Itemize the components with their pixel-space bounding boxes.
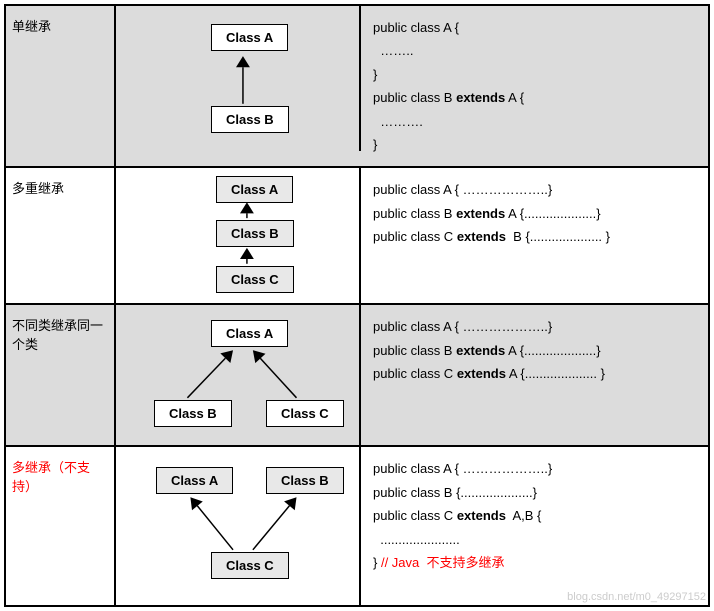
- diagram-cell: Class A Class B: [116, 6, 361, 151]
- code-line: public class C extends A,B {: [373, 504, 696, 527]
- class-box: Class B: [211, 106, 289, 133]
- code-line: public class C extends B {..............…: [373, 225, 696, 248]
- class-box: Class C: [211, 552, 289, 579]
- class-box: Class B: [216, 220, 294, 247]
- code-line: public class B extends A {..............…: [373, 202, 696, 225]
- code-line: public class A { ………………..}: [373, 315, 696, 338]
- code-line: public class B {....................}: [373, 481, 696, 504]
- code-line: public class C extends A {..............…: [373, 362, 696, 385]
- code-cell: public class A { ……..}public class B ext…: [361, 6, 708, 166]
- table-row: 不同类继承同一个类 Class A Class B Class C public cla…: [6, 305, 708, 447]
- code-line: }: [373, 133, 696, 156]
- inheritance-table: 单继承Class AClass Bpublic class A { ……..}p…: [4, 4, 710, 607]
- code-line: ......................: [373, 528, 696, 551]
- class-box: Class A: [156, 467, 233, 494]
- class-box: Class B: [154, 400, 232, 427]
- table-row: 单继承Class AClass Bpublic class A { ……..}p…: [6, 6, 708, 168]
- class-box: Class A: [211, 24, 288, 51]
- diagram-cell: Class A Class B Class C: [116, 305, 361, 445]
- code-line: public class B extends A {: [373, 86, 696, 109]
- code-line: ……….: [373, 110, 696, 133]
- diagram-cell: Class A Class B Class C: [116, 168, 361, 303]
- row-label: 多继承（不支持）: [6, 447, 116, 605]
- class-box: Class C: [266, 400, 344, 427]
- class-box: Class B: [266, 467, 344, 494]
- class-box: Class C: [216, 266, 294, 293]
- code-line: }: [373, 63, 696, 86]
- code-cell: public class A { ………………..}public class B…: [361, 168, 708, 303]
- row-label: 多重继承: [6, 168, 116, 303]
- row-label: 不同类继承同一个类: [6, 305, 116, 445]
- class-box: Class A: [216, 176, 293, 203]
- code-line: public class A {: [373, 16, 696, 39]
- diagram-cell: Class A Class B Class C: [116, 447, 361, 605]
- code-line: public class A { ………………..}: [373, 457, 696, 480]
- watermark: blog.csdn.net/m0_49297152: [567, 591, 706, 603]
- table-row: 多重继承 Class A Class B Class C public class A …: [6, 168, 708, 305]
- table-row: 多继承（不支持） Class A Class B Class C public clas…: [6, 447, 708, 605]
- code-line: public class B extends A {..............…: [373, 339, 696, 362]
- code-line: public class A { ………………..}: [373, 178, 696, 201]
- code-line: ……..: [373, 39, 696, 62]
- class-box: Class A: [211, 320, 288, 347]
- code-line: } // Java 不支持多继承: [373, 551, 696, 574]
- code-cell: public class A { ………………..}public class B…: [361, 447, 708, 605]
- row-label: 单继承: [6, 6, 116, 166]
- code-cell: public class A { ………………..}public class B…: [361, 305, 708, 445]
